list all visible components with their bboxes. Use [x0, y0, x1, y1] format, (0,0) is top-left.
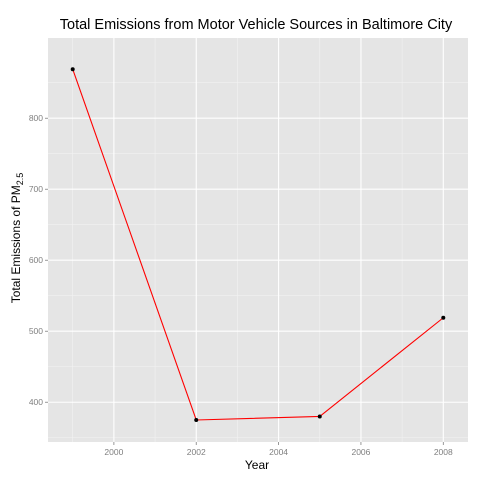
- data-point: [317, 414, 322, 419]
- y-tick-label: 800: [29, 113, 43, 123]
- x-axis-title: Year: [245, 458, 269, 472]
- y-tick-label: 700: [29, 184, 43, 194]
- y-tick-label: 500: [29, 326, 43, 336]
- y-axis-ticks: 400 500 600 700 800: [29, 113, 48, 407]
- data-point: [70, 67, 75, 72]
- x-tick-label: 2000: [104, 447, 123, 457]
- y-tick-label: 600: [29, 255, 43, 265]
- y-axis-title-main: Total Emissions of PM: [9, 185, 23, 303]
- data-point: [441, 315, 446, 320]
- chart-title: Total Emissions from Motor Vehicle Sourc…: [60, 17, 453, 33]
- x-tick-label: 2004: [269, 447, 288, 457]
- y-axis-title-subscript: 2.5: [15, 173, 25, 186]
- y-axis-title: Total Emissions of PM2.5: [9, 173, 25, 304]
- x-tick-label: 2008: [434, 447, 453, 457]
- x-tick-label: 2002: [187, 447, 206, 457]
- data-point: [194, 417, 199, 422]
- panel-background: [48, 38, 468, 442]
- series-line: [72, 69, 444, 421]
- plot-panel: [48, 38, 468, 442]
- x-axis-ticks: 2000 2002 2004 2006 2008: [104, 442, 453, 457]
- y-tick-label: 400: [29, 397, 43, 407]
- x-tick-label: 2006: [351, 447, 370, 457]
